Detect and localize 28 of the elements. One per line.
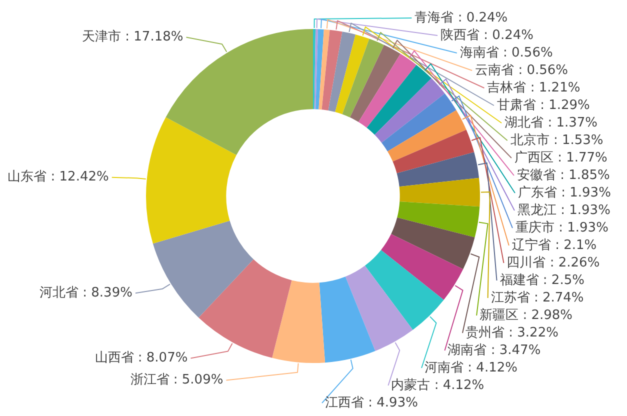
slice-label: 内蒙古 : 4.12%	[391, 378, 484, 393]
slice-label: 天津市 : 17.18%	[82, 30, 184, 45]
slice-label: 江苏省 : 2.74%	[490, 290, 584, 306]
slice-label: 浙江省 : 5.09%	[130, 372, 224, 388]
slice-label: 河南省 : 4.12%	[424, 360, 518, 376]
slice-label: 安徽省 : 1.85%	[516, 166, 610, 183]
slice-label: 广东省 : 1.93%	[518, 185, 611, 200]
slice-label: 甘肃省 : 1.29%	[496, 98, 590, 113]
slice-label: 河北省 : 8.39%	[40, 285, 132, 300]
slice-label: 江西省 : 4.93%	[325, 395, 418, 410]
slice-label: 湖北省 : 1.37%	[504, 115, 598, 130]
slice-label: 陕西省 : 0.24%	[440, 28, 534, 43]
slice-label: 北京市 : 1.53%	[510, 132, 604, 148]
slice-label: 福建省 : 2.5%	[500, 272, 584, 288]
slice-label: 四川省 : 2.26%	[506, 255, 600, 270]
slice-label: 广西区 : 1.77%	[514, 150, 608, 166]
slice-label: 贵州省 : 3.22%	[466, 325, 558, 340]
slice-label: 重庆市 : 1.93%	[515, 220, 608, 236]
slice-label: 吉林省 : 1.21%	[487, 80, 580, 96]
slice-label: 辽宁省 : 2.1%	[512, 236, 597, 253]
slice-label: 云南省 : 0.56%	[475, 62, 568, 78]
slice-label: 新疆区 : 2.98%	[480, 308, 573, 323]
slice-label: 黑龙江 : 1.93%	[517, 202, 610, 218]
slice-label: 山东省 : 12.42%	[8, 170, 109, 185]
slice-label: 青海省 : 0.24%	[414, 10, 508, 26]
slice-label: 山西省 : 8.07%	[94, 350, 188, 366]
slice-label: 海南省 : 0.56%	[460, 45, 553, 60]
slice-label: 湖南省 : 3.47%	[448, 342, 541, 358]
